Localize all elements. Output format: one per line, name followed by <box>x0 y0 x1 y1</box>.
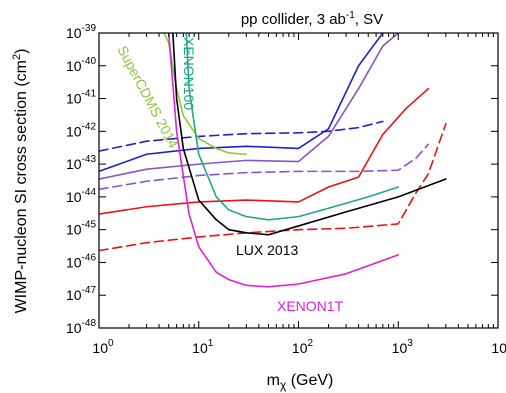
y-axis-label: WIMP-nucleon SI cross section (cm2) <box>11 49 30 314</box>
y-tick-label: 10-41 <box>66 89 96 107</box>
chart-title: pp collider, 3 ab-1, SV <box>241 10 383 28</box>
series-layer <box>99 33 447 288</box>
series-line-3 <box>99 143 430 191</box>
series-line-9 <box>167 33 400 288</box>
y-tick-label: 10-39 <box>66 23 96 41</box>
y-tick-label: 10-48 <box>66 318 96 336</box>
x-axis-label: mχ (GeV) <box>267 372 334 392</box>
series-line-0 <box>99 33 384 173</box>
y-tick-label: 10-46 <box>66 252 96 270</box>
y-tick-label: 10-40 <box>66 56 96 74</box>
annotation-xenon1t: XENON1T <box>277 298 344 314</box>
series-line-8 <box>172 33 447 236</box>
annotation-lux2013: LUX 2013 <box>236 242 298 258</box>
x-tick-label: 100 <box>92 338 114 356</box>
y-tick-label: 10-47 <box>66 285 96 303</box>
x-tick-label: 104 <box>491 338 506 356</box>
ticks-layer <box>98 32 499 329</box>
y-tick-label: 10-43 <box>66 154 96 172</box>
series-line-7 <box>185 33 400 221</box>
annotation-xenon100: XENON100 <box>181 37 197 110</box>
x-tick-label: 101 <box>192 338 214 356</box>
y-tick-label: 10-42 <box>66 121 96 139</box>
x-tick-label: 102 <box>292 338 314 356</box>
series-line-2 <box>99 33 400 180</box>
series-line-4 <box>99 87 430 215</box>
series-line-5 <box>99 122 447 252</box>
x-tick-label: 103 <box>392 338 414 356</box>
y-tick-label: 10-45 <box>66 220 96 238</box>
y-tick-label: 10-44 <box>66 187 96 205</box>
tick-labels-layer: 100 101 102 103 104 10-48 10-47 10-46 10-45 10-44… <box>66 23 506 356</box>
series-line-1 <box>99 120 384 152</box>
